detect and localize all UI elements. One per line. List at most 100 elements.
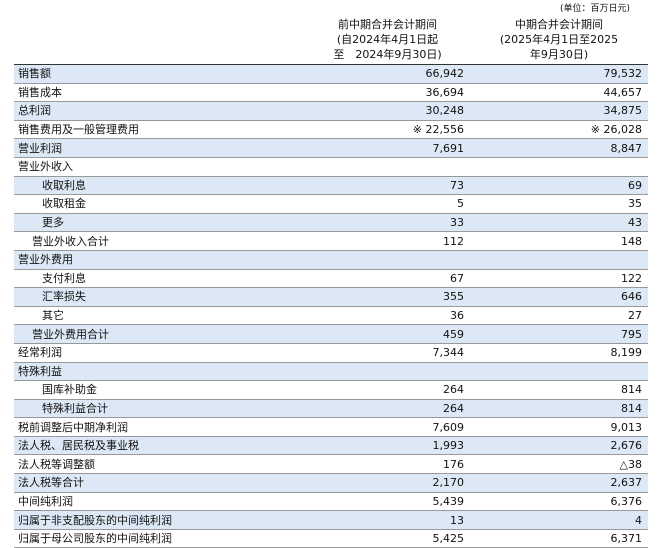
row-value: 6,376 [470, 492, 648, 512]
row-value [470, 250, 648, 270]
row-value: 79,532 [470, 64, 648, 84]
header-cell [14, 14, 305, 65]
table-row: 税前调整后中期净利润 7,609 9,013 [14, 417, 648, 437]
header-line: 中期合并会计期间 [515, 17, 603, 31]
table-row: 支付利息 67 122 [14, 269, 648, 289]
row-value: 73 [305, 176, 470, 196]
row-value: 355 [305, 287, 470, 307]
row-value: 8,199 [470, 343, 648, 363]
row-label: 营业利润 [14, 138, 305, 158]
row-label: 法人税等调整额 [14, 454, 305, 475]
row-value: ※ 22,556 [305, 120, 470, 140]
header-line: 年9月30日) [529, 47, 589, 61]
row-value: 459 [305, 324, 470, 344]
row-value: 2,170 [305, 473, 470, 493]
table-row: 总利润 30,248 34,875 [14, 101, 648, 121]
header-line: (自2024年4月1日起 [336, 32, 439, 46]
row-value: 148 [470, 231, 648, 251]
page: (单位：百万日元) 前中期合并会计期间 (自2024年4月1日起 至 2024年… [14, 4, 648, 548]
row-value: 44,657 [470, 83, 648, 103]
row-value: 7,609 [305, 417, 470, 437]
row-value: 33 [305, 213, 470, 233]
row-label: 税前调整后中期净利润 [14, 417, 305, 437]
row-value [305, 362, 470, 382]
header-line: (2025年4月1日至2025 [499, 32, 619, 46]
header-cell: 中期合并会计期间 (2025年4月1日至2025 年9月30日) [470, 14, 648, 65]
header-line: 至 2024年9月30日) [333, 47, 442, 61]
row-value: 2,637 [470, 473, 648, 493]
row-value: 7,344 [305, 343, 470, 363]
row-label: 其它 [14, 306, 305, 326]
row-value: △38 [470, 454, 648, 475]
table-row: 中间纯利润 5,439 6,376 [14, 492, 648, 512]
row-value: 2,676 [470, 436, 648, 456]
table-row: 其它 36 27 [14, 306, 648, 326]
unit-label: (单位：百万日元) [560, 4, 631, 14]
row-label: 收取利息 [14, 176, 305, 196]
table-row: 法人税等调整额 176 △38 [14, 454, 648, 475]
table-row: 经常利润 7,344 8,199 [14, 343, 648, 363]
row-label: 总利润 [14, 101, 305, 121]
row-label: 中间纯利润 [14, 492, 305, 512]
row-label: 法人税等合计 [14, 473, 305, 493]
row-label: 更多 [14, 213, 305, 233]
row-value: 814 [470, 380, 648, 400]
row-value: 646 [470, 287, 648, 307]
row-value: 264 [305, 399, 470, 419]
row-value: 36 [305, 306, 470, 326]
row-value: 814 [470, 399, 648, 419]
row-value [305, 157, 470, 177]
row-label: 归属于母公司股东的中间纯利润 [14, 529, 305, 548]
row-value: 36,694 [305, 83, 470, 103]
table-row: 销售额 66,942 79,532 [14, 64, 648, 84]
table-row: 汇率损失 355 646 [14, 287, 648, 307]
header-cell: 前中期合并会计期间 (自2024年4月1日起 至 2024年9月30日) [305, 14, 470, 65]
header-line: 前中期合并会计期间 [338, 17, 437, 31]
row-value [470, 362, 648, 382]
table-row: 营业外费用合计 459 795 [14, 324, 648, 344]
table-row: 特殊利益 [14, 362, 648, 382]
row-value [470, 157, 648, 177]
row-value: 122 [470, 269, 648, 289]
row-label: 特殊利益 [14, 362, 305, 382]
row-value: 67 [305, 269, 470, 289]
table-header: 前中期合并会计期间 (自2024年4月1日起 至 2024年9月30日) 中期合… [14, 14, 648, 65]
row-value: 1,993 [305, 436, 470, 456]
row-value: 30,248 [305, 101, 470, 121]
row-value: 4 [470, 510, 648, 530]
row-value: 43 [470, 213, 648, 233]
row-value: 264 [305, 380, 470, 400]
table-row: 收取利息 73 69 [14, 176, 648, 196]
row-label: 营业外收入 [14, 157, 305, 177]
row-value: 27 [470, 306, 648, 326]
row-label: 经常利润 [14, 343, 305, 363]
table-body: 销售额 66,942 79,532 销售成本 36,694 44,657 总利润 30,248… [14, 64, 648, 548]
row-value: 112 [305, 231, 470, 251]
row-value: 35 [470, 194, 648, 214]
table-row: 法人税、居民税及事业税 1,993 2,676 [14, 436, 648, 456]
row-label: 销售成本 [14, 83, 305, 103]
row-label: 特殊利益合计 [14, 399, 305, 419]
row-value: 795 [470, 324, 648, 344]
header-row: 前中期合并会计期间 (自2024年4月1日起 至 2024年9月30日) 中期合… [14, 14, 648, 65]
table-row: 国库补助金 264 814 [14, 380, 648, 400]
row-value: 176 [305, 454, 470, 475]
row-value [305, 250, 470, 270]
row-value: 69 [470, 176, 648, 196]
table-row: 归属于母公司股东的中间纯利润 5,425 6,371 [14, 529, 648, 548]
row-label: 汇率损失 [14, 287, 305, 307]
row-label: 营业外收入合计 [14, 231, 305, 251]
row-value: 6,371 [470, 529, 648, 548]
row-label: 归属于非支配股东的中间纯利润 [14, 510, 305, 530]
row-label: 法人税、居民税及事业税 [14, 436, 305, 456]
table-row: 营业利润 7,691 8,847 [14, 138, 648, 158]
row-label: 营业外费用 [14, 250, 305, 270]
row-label: 国库补助金 [14, 380, 305, 400]
table-row: 营业外收入合计 112 148 [14, 231, 648, 251]
table-row: 营业外费用 [14, 250, 648, 270]
table-row: 销售费用及一般管理费用 ※ 22,556 ※ 26,028 [14, 120, 648, 140]
row-value: 5,425 [305, 529, 470, 548]
table-row: 归属于非支配股东的中间纯利润 13 4 [14, 510, 648, 530]
row-value: 7,691 [305, 138, 470, 158]
row-label: 销售额 [14, 64, 305, 84]
